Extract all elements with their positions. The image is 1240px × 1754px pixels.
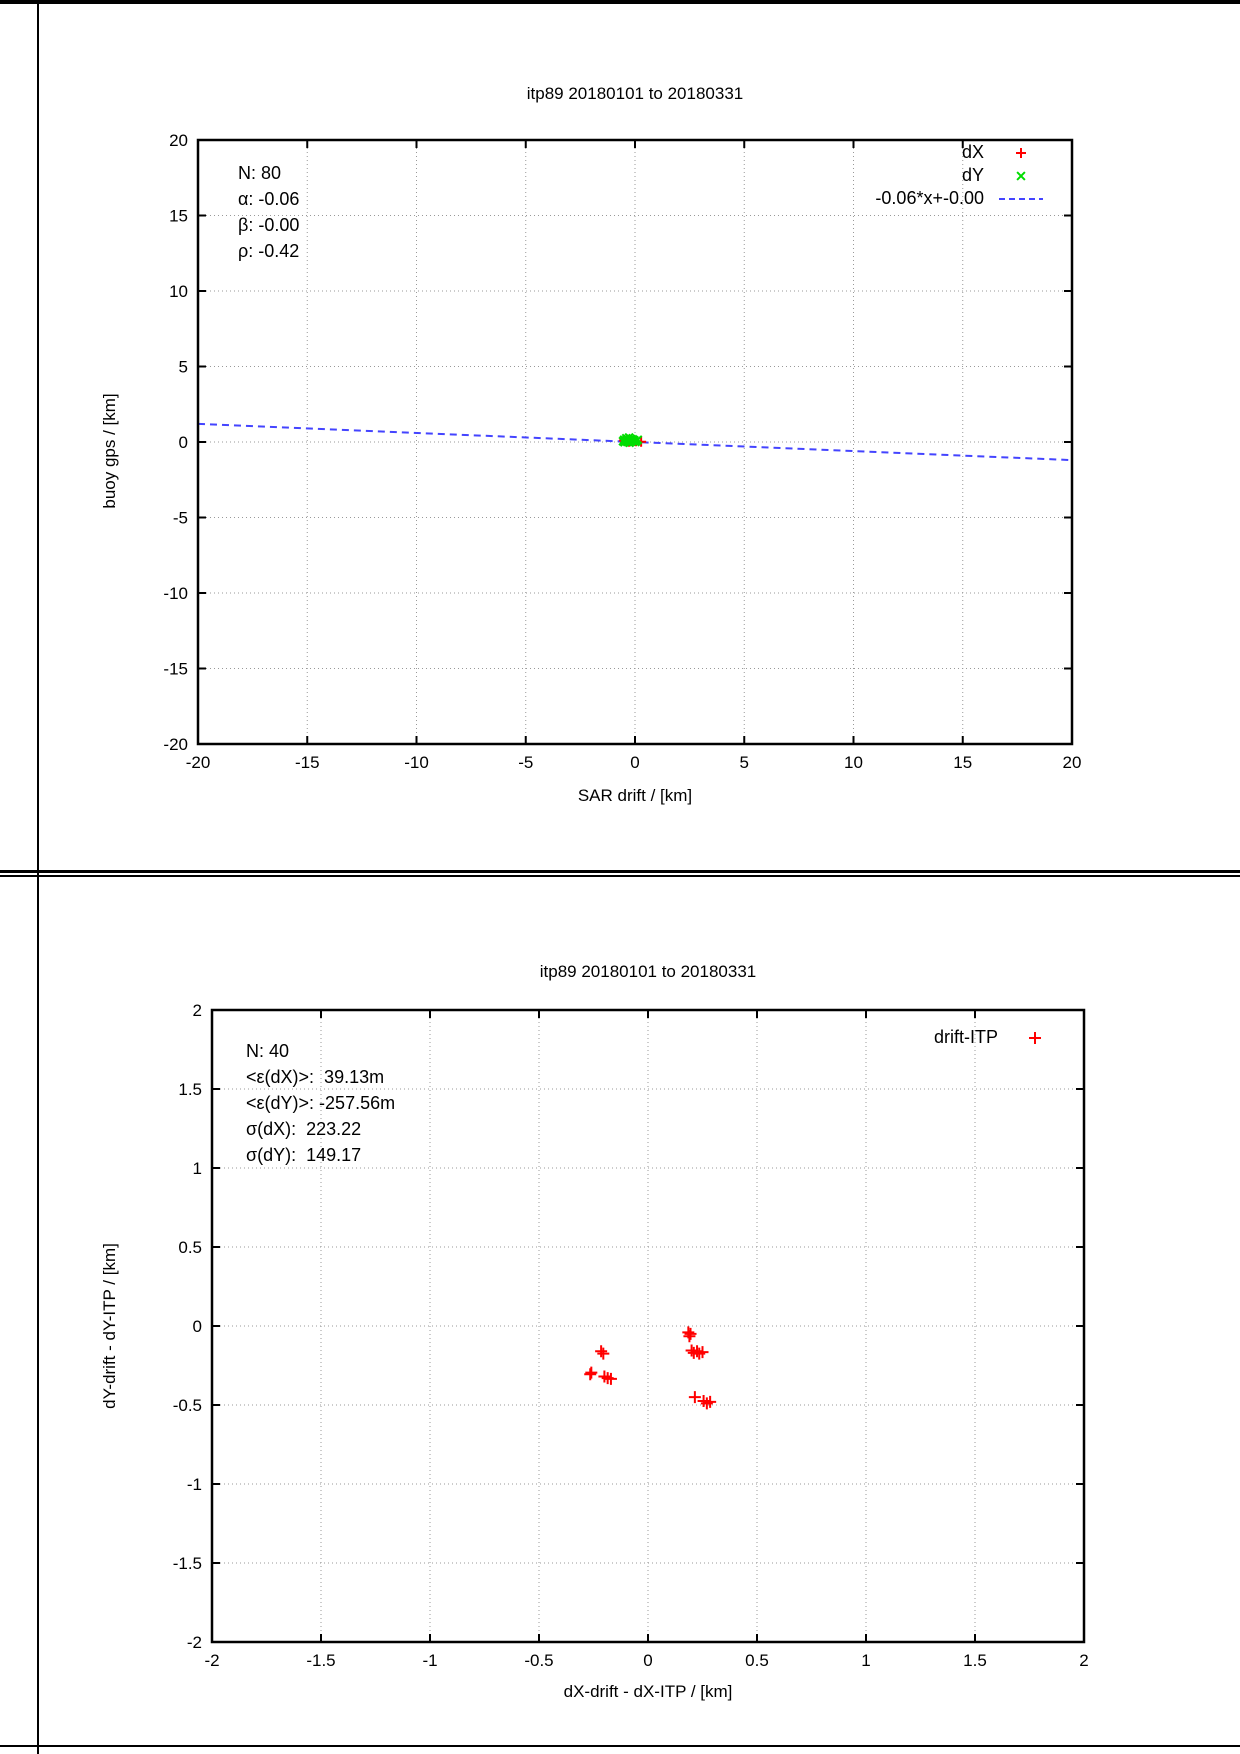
plus-marker bbox=[684, 1327, 697, 1340]
legend-entry-drift-itp: drift-ITP bbox=[934, 1026, 1058, 1049]
y-tick-label: 20 bbox=[169, 131, 188, 150]
y-tick-label: 0.5 bbox=[178, 1238, 202, 1257]
cross-marker-icon bbox=[1016, 170, 1026, 181]
legend-entry-fit-line: -0.06*x+-0.00 bbox=[875, 187, 1044, 210]
x-tick-label: 10 bbox=[844, 753, 863, 772]
stat-eps-dy: <ε(dY)>: -257.56m bbox=[246, 1093, 396, 1113]
bottom-chart-title: itp89 20180101 to 20180331 bbox=[539, 962, 757, 981]
y-tick-label: -5 bbox=[173, 509, 188, 528]
stat-eps-dx: <ε(dX)>: 39.13m bbox=[246, 1067, 385, 1087]
legend-label-fit-line: -0.06*x+-0.00 bbox=[875, 188, 984, 208]
x-tick-label: -1.5 bbox=[306, 1651, 335, 1670]
plus-marker bbox=[696, 1346, 709, 1359]
page-border-top bbox=[0, 0, 1240, 4]
plus-marker bbox=[683, 1330, 696, 1343]
y-tick-label: 1.5 bbox=[178, 1080, 202, 1099]
page-border-left bbox=[37, 0, 39, 1754]
series-drift-ITP bbox=[584, 1326, 717, 1410]
y-tick-label: -1.5 bbox=[173, 1554, 202, 1573]
cross-marker bbox=[1016, 170, 1026, 181]
panel-divider-line-2 bbox=[0, 875, 1240, 877]
plus-marker-icon bbox=[1029, 1031, 1041, 1044]
y-tick-label: 2 bbox=[193, 1001, 202, 1020]
x-tick-label: 15 bbox=[953, 753, 972, 772]
stat-n: N: 80 bbox=[238, 163, 282, 183]
bottom-chart-legend: drift-ITP bbox=[934, 1026, 1058, 1049]
chart-group: -2 -1.5 -1 -0.5 0 0.5 1 1.5 2 -2 -1.5 -1 -0.5 0 0.5 1 1.… bbox=[173, 1001, 1089, 1670]
top-chart-y-axis-label: buoy gps / [km] bbox=[100, 393, 119, 509]
plus-marker bbox=[604, 1372, 617, 1385]
top-chart-stats-block: N: 80 α: -0.06 β: -0.00 ρ: -0.42 bbox=[238, 160, 299, 264]
x-tick-label: 2 bbox=[1079, 1651, 1088, 1670]
bottom-chart-x-axis-label: dX-drift - dX-ITP / [km] bbox=[563, 1682, 733, 1701]
x-tick-label: 5 bbox=[740, 753, 749, 772]
plus-marker bbox=[597, 1347, 610, 1360]
dashed-line-icon bbox=[999, 197, 1043, 200]
y-tick-label: 15 bbox=[169, 207, 188, 226]
plus-marker bbox=[1029, 1031, 1041, 1044]
plus-marker bbox=[584, 1368, 597, 1381]
x-tick-label: -10 bbox=[404, 753, 429, 772]
y-tick-label: 0 bbox=[193, 1317, 202, 1336]
top-chart-x-axis-label: SAR drift / [km] bbox=[577, 786, 693, 805]
stat-alpha: α: -0.06 bbox=[238, 189, 300, 209]
legend-entry-dx: dX bbox=[962, 141, 1044, 164]
plus-marker bbox=[585, 1366, 598, 1379]
y-tick-label: -2 bbox=[187, 1633, 202, 1652]
x-tick-label: 1 bbox=[861, 1651, 870, 1670]
x-tick-label: 0 bbox=[643, 1651, 652, 1670]
stat-rho: ρ: -0.42 bbox=[238, 241, 300, 261]
y-tick-label: -20 bbox=[163, 735, 188, 754]
x-tick-label: 20 bbox=[1063, 753, 1082, 772]
page-border-bottom bbox=[0, 1745, 1240, 1747]
plus-marker bbox=[704, 1395, 717, 1408]
stat-sigma-dy: σ(dY): 149.17 bbox=[246, 1145, 362, 1165]
x-tick-label: -0.5 bbox=[524, 1651, 553, 1670]
x-tick-label: 0.5 bbox=[745, 1651, 769, 1670]
stat-beta: β: -0.00 bbox=[238, 215, 300, 235]
x-tick-label: -20 bbox=[186, 753, 211, 772]
cross-marker bbox=[633, 435, 643, 445]
bottom-chart-stats-block: N: 40 <ε(dX)>: 39.13m <ε(dY)>: -257.56m … bbox=[246, 1038, 395, 1168]
stat-sigma-dx: σ(dX): 223.22 bbox=[246, 1119, 362, 1139]
x-tick-label: -2 bbox=[204, 1651, 219, 1670]
plus-marker bbox=[1016, 147, 1026, 158]
y-tick-label: -0.5 bbox=[173, 1396, 202, 1415]
x-tick-label: 1.5 bbox=[963, 1651, 987, 1670]
plus-marker bbox=[595, 1345, 608, 1358]
top-chart-title: itp89 20180101 to 20180331 bbox=[526, 84, 744, 103]
y-tick-label: 0 bbox=[179, 433, 188, 452]
y-tick-label: 1 bbox=[193, 1159, 202, 1178]
plus-marker bbox=[688, 1391, 701, 1404]
legend-label-dy: dY bbox=[961, 165, 984, 185]
x-tick-label: 0 bbox=[630, 753, 639, 772]
legend-label-dx: dX bbox=[961, 142, 984, 162]
stat-n: N: 40 bbox=[246, 1041, 290, 1061]
plus-marker-icon bbox=[1016, 147, 1026, 158]
y-tick-label: -10 bbox=[163, 584, 188, 603]
y-tick-label: 10 bbox=[169, 282, 188, 301]
x-tick-label: -15 bbox=[295, 753, 320, 772]
x-tick-label: -5 bbox=[518, 753, 533, 772]
legend-entry-dy: dY bbox=[962, 164, 1044, 187]
bottom-chart-y-axis-label: dY-drift - dY-ITP / [km] bbox=[100, 1243, 119, 1409]
legend-label-drift-itp: drift-ITP bbox=[933, 1027, 998, 1047]
y-tick-label: -1 bbox=[187, 1475, 202, 1494]
series-dY bbox=[618, 432, 643, 448]
y-tick-label: -15 bbox=[163, 660, 188, 679]
panel-divider-line-1 bbox=[0, 870, 1240, 873]
y-tick-label: 5 bbox=[179, 358, 188, 377]
top-chart-legend: dX dY -0.06*x+-0.00 bbox=[875, 141, 1044, 210]
chart-group: -20 -15 -10 -5 0 5 10 15 20 -20 -15 -10 -5 0 5 10 15 20 bbox=[163, 131, 1081, 772]
x-tick-label: -1 bbox=[422, 1651, 437, 1670]
